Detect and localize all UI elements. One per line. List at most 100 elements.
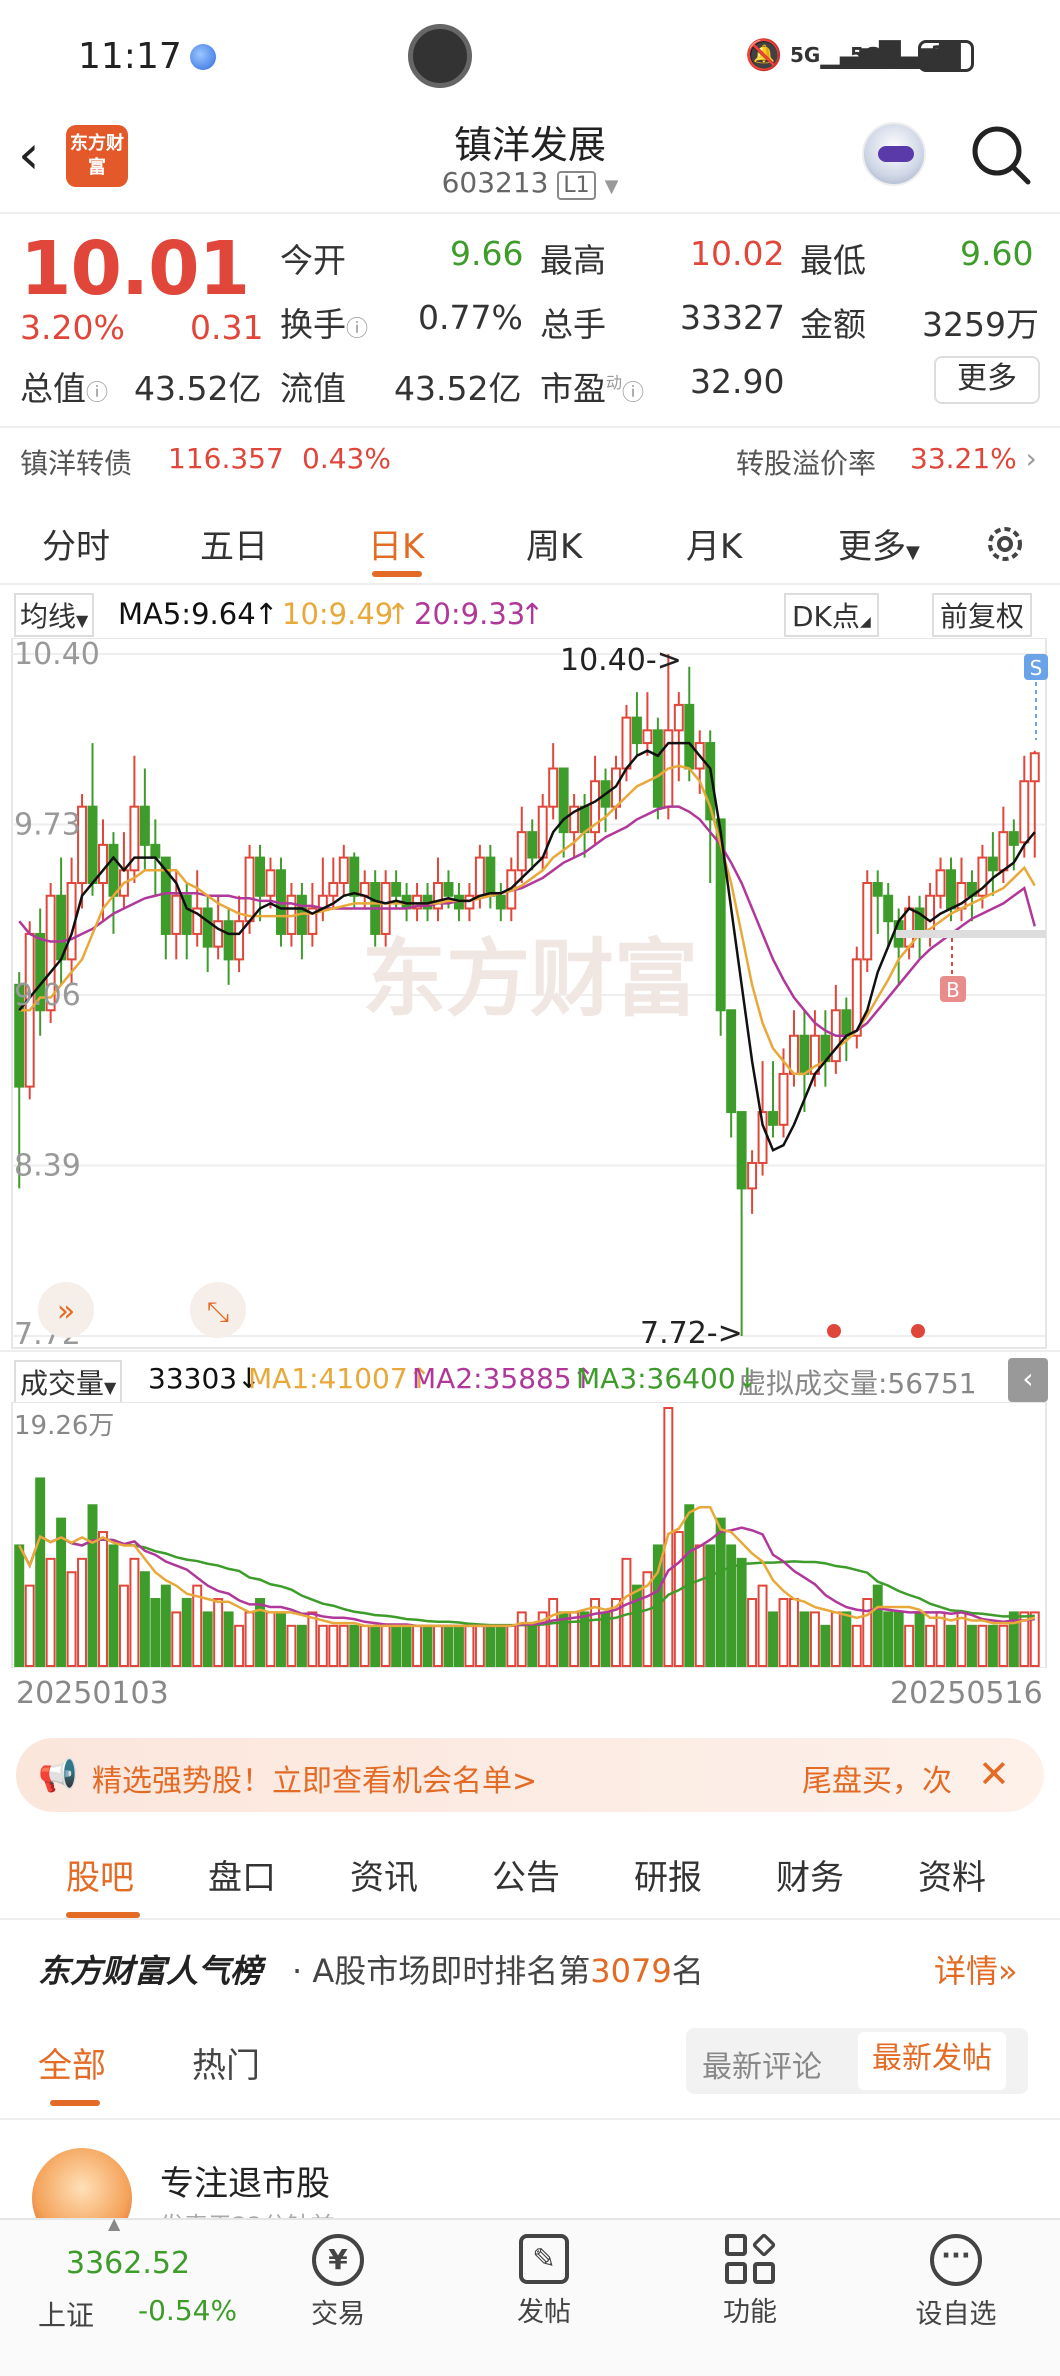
volume-bar: [328, 1624, 339, 1667]
convertible-bond-price: 116.357: [168, 442, 284, 475]
popularity-row[interactable]: 东方财富人气榜 · A股市场即时排名第3079名 详情»: [0, 1920, 1060, 2010]
popularity-brand: 东方财富人气榜: [38, 1952, 263, 1990]
fullscreen-button[interactable]: ⤡: [190, 1282, 246, 1338]
candle-body: [464, 894, 475, 910]
candle-body: [150, 843, 161, 859]
volume-bar: [736, 1557, 747, 1667]
post-author[interactable]: 专注退市股: [160, 2164, 330, 2204]
volume-bar: [757, 1584, 768, 1668]
tab-research[interactable]: 研报: [634, 1858, 702, 1898]
adjust-button[interactable]: 前复权: [932, 593, 1033, 637]
volume-chart[interactable]: 19.26万: [0, 1402, 1060, 1668]
tab-weekly-k[interactable]: 周K: [526, 527, 583, 567]
volume-selector[interactable]: 成交量▼: [14, 1360, 123, 1404]
convertible-bond-name[interactable]: 镇洋转债: [20, 447, 133, 480]
index-name: 上证: [38, 2299, 95, 2332]
filter-all-indicator: [50, 2100, 100, 2106]
volume-bar: [77, 1557, 88, 1667]
volume-bar: [359, 1624, 370, 1667]
stock-code[interactable]: 603213 L1 ▼: [0, 166, 1060, 200]
filter-hot[interactable]: 热门: [192, 2046, 260, 2086]
tab-daily-k[interactable]: 日K: [368, 527, 425, 567]
sort-latest-comment[interactable]: 最新评论: [702, 2050, 822, 2085]
volume-bar: [24, 1584, 35, 1668]
filter-all[interactable]: 全部: [38, 2046, 106, 2086]
signal-5g-icon: 5G▁▃▅▇: [790, 36, 900, 69]
low-label: 最低: [800, 241, 866, 280]
robot-assistant-icon[interactable]: [862, 122, 926, 186]
megaphone-icon: 📢: [38, 1756, 78, 1794]
volume-legend: 成交量▼ 33303↓ MA1:41007↑ MA2:35885↑ MA3:36…: [0, 1350, 1060, 1404]
pe-label[interactable]: 市盈动ⓘ: [540, 369, 645, 408]
volume-bar: [904, 1624, 915, 1667]
back-button[interactable]: ‹: [18, 123, 40, 186]
app-logo[interactable]: 东方财富: [66, 125, 128, 187]
popularity-detail-link[interactable]: 详情»: [934, 1952, 1018, 1990]
candle-body: [391, 882, 402, 897]
sort-latest-post[interactable]: 最新发帖: [858, 2032, 1006, 2090]
expand-left-button[interactable]: »: [38, 1282, 94, 1338]
y-axis-label: 9.06: [14, 978, 81, 1013]
volume-bar: [768, 1611, 779, 1668]
high-label: 最高: [540, 241, 606, 280]
candle-body: [14, 983, 25, 1088]
search-icon[interactable]: [968, 122, 1034, 188]
candle-body: [851, 958, 862, 1037]
candle-body: [181, 894, 192, 935]
mcap-label[interactable]: 总值ⓘ: [20, 369, 109, 408]
candle-body: [265, 869, 276, 897]
nav-functions[interactable]: 功能: [680, 2220, 820, 2329]
volume-bar: [527, 1624, 538, 1667]
candle-body: [223, 920, 234, 961]
amount-label: 金额: [800, 305, 866, 344]
tab-profile[interactable]: 资料: [918, 1858, 986, 1898]
premium-value[interactable]: 33.21% ›: [910, 442, 1037, 475]
post-item[interactable]: 专注退市股 发表于22分钟前: [0, 2122, 1060, 2248]
kline-chart[interactable]: 东方财富 10.409.739.068.397.72 10.40-> 7.72-…: [0, 638, 1060, 1350]
ma-selector[interactable]: 均线▼: [14, 593, 95, 637]
volume-bar: [851, 1624, 862, 1667]
tab-monthly-k[interactable]: 月K: [686, 527, 743, 567]
promo-banner[interactable]: 📢 精选强势股！立即查看机会名单> 尾盘买，次 ✕: [16, 1738, 1044, 1812]
volume-bar: [244, 1611, 255, 1668]
candle-body: [129, 805, 140, 872]
tab-orderbook[interactable]: 盘口: [208, 1858, 276, 1898]
candle-body: [474, 856, 485, 897]
turnover-label[interactable]: 换手ⓘ: [280, 305, 369, 344]
more-button[interactable]: 更多: [934, 356, 1040, 404]
tab-announcements[interactable]: 公告: [492, 1858, 560, 1898]
candle-body: [527, 831, 538, 859]
candle-body: [946, 869, 956, 910]
volume-bar: [956, 1611, 967, 1668]
index-expand-icon[interactable]: ▲: [108, 2214, 121, 2233]
open-label: 今开: [280, 241, 346, 280]
nav-trade[interactable]: ¥ 交易: [268, 2220, 408, 2331]
volume-bar: [349, 1624, 360, 1667]
nav-watchlist[interactable]: ··· 设自选: [886, 2220, 1026, 2331]
volume-ma1: MA1:41007↑: [248, 1362, 432, 1395]
ma10-arrow: ↑: [386, 597, 411, 631]
tab-intraday[interactable]: 分时: [42, 527, 110, 567]
event-dot[interactable]: [827, 1324, 841, 1338]
candle-body: [307, 907, 318, 935]
candle-body: [631, 716, 642, 745]
dk-point-button[interactable]: DK点◢: [784, 593, 879, 637]
sell-signal[interactable]: S: [1024, 654, 1048, 740]
yen-cycle-icon: ¥: [312, 2234, 364, 2286]
volume-bar: [778, 1598, 789, 1667]
close-icon[interactable]: ✕: [978, 1752, 1010, 1796]
nav-post[interactable]: ✎ 发帖: [474, 2220, 614, 2329]
tab-finance[interactable]: 财务: [776, 1858, 844, 1898]
settings-gear-icon[interactable]: [982, 521, 1028, 567]
convertible-bond-pct: 0.43%: [302, 442, 391, 475]
tab-five-day[interactable]: 五日: [200, 527, 268, 567]
sub-tabs: 股吧 盘口 资讯 公告 研报 财务 资料: [0, 1828, 1060, 1920]
tab-more[interactable]: 更多▼: [838, 527, 920, 567]
event-dot[interactable]: [911, 1324, 925, 1338]
volume-bar: [14, 1544, 25, 1667]
tab-news[interactable]: 资讯: [350, 1858, 418, 1898]
collapse-panel-button[interactable]: ‹: [1008, 1358, 1048, 1402]
index-value[interactable]: 3362.52: [66, 2246, 191, 2281]
buy-signal[interactable]: B: [940, 938, 966, 1002]
tab-guba[interactable]: 股吧: [66, 1858, 134, 1898]
